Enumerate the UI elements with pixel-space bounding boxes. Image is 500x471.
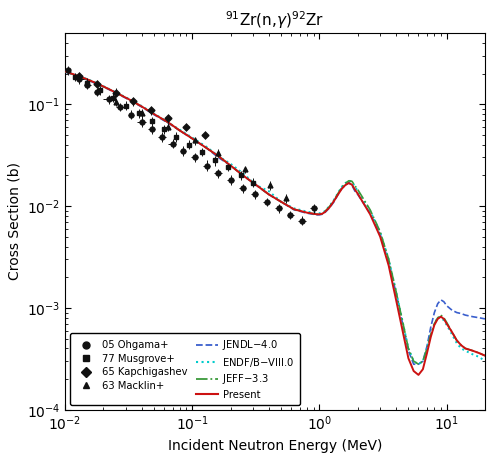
Present: [84, 77, 90, 82]
Legend: 05 Ohgama+, 77 Musgrove+, 65 Kapchigashev, 63 Macklin+, JENDL$-$4.0, ENDF/B$-$VI: 05 Ohgama+, 77 Musgrove+, 65 Kapchigashe…: [70, 333, 300, 405]
JENDL$-$4.0: [94, 81, 100, 87]
Present: [406, 356, 411, 361]
JEFF$-$3.3: [84, 77, 90, 82]
ENDF/B$-$VIII.0: [319, 210, 325, 216]
Line: JENDL$-$4.0: JENDL$-$4.0: [65, 72, 485, 364]
ENDF/B$-$VIII.0: [94, 81, 100, 86]
ENDF/B$-$VIII.0: [482, 358, 488, 364]
JEFF$-$3.3: [416, 361, 422, 367]
JEFF$-$3.3: [240, 172, 246, 178]
JENDL$-$4.0: [62, 69, 68, 75]
Y-axis label: Cross Section (b): Cross Section (b): [7, 162, 21, 280]
JENDL$-$4.0: [406, 348, 411, 354]
Line: ENDF/B$-$VIII.0: ENDF/B$-$VIII.0: [65, 71, 485, 364]
Present: [393, 297, 399, 303]
JEFF$-$3.3: [319, 211, 325, 217]
Present: [62, 68, 68, 74]
ENDF/B$-$VIII.0: [406, 346, 411, 351]
Title: $^{91}$Zr(n,$\gamma$)$^{92}$Zr: $^{91}$Zr(n,$\gamma$)$^{92}$Zr: [226, 9, 324, 31]
Present: [482, 353, 488, 358]
ENDF/B$-$VIII.0: [416, 361, 422, 367]
Line: Present: Present: [65, 71, 485, 375]
JENDL$-$4.0: [410, 361, 416, 367]
Present: [416, 372, 422, 378]
Present: [319, 211, 325, 217]
ENDF/B$-$VIII.0: [240, 171, 246, 176]
JEFF$-$3.3: [94, 81, 100, 87]
JEFF$-$3.3: [62, 69, 68, 74]
JEFF$-$3.3: [406, 346, 411, 351]
Present: [240, 172, 246, 178]
JEFF$-$3.3: [482, 353, 488, 358]
ENDF/B$-$VIII.0: [62, 68, 68, 74]
JENDL$-$4.0: [393, 290, 399, 296]
JENDL$-$4.0: [319, 211, 325, 217]
JENDL$-$4.0: [84, 77, 90, 83]
JENDL$-$4.0: [240, 172, 246, 178]
JEFF$-$3.3: [393, 289, 399, 294]
X-axis label: Incident Neutron Energy (MeV): Incident Neutron Energy (MeV): [168, 439, 382, 453]
ENDF/B$-$VIII.0: [393, 289, 399, 294]
Present: [94, 81, 100, 87]
Line: JEFF$-$3.3: JEFF$-$3.3: [65, 72, 485, 364]
JENDL$-$4.0: [482, 316, 488, 322]
ENDF/B$-$VIII.0: [84, 76, 90, 82]
